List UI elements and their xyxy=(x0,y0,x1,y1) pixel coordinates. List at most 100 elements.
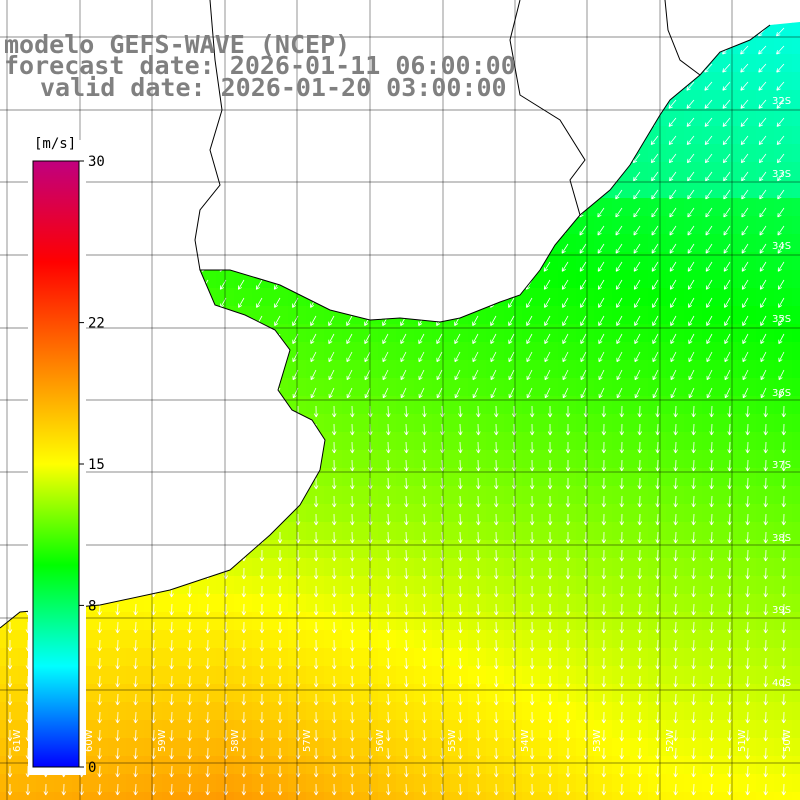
wind-arrow xyxy=(781,747,787,760)
wind-speed-cell xyxy=(774,666,793,685)
wind-arrow xyxy=(547,495,553,508)
wind-speed-cell xyxy=(306,612,325,631)
wind-speed-cell xyxy=(378,702,397,721)
wind-arrow xyxy=(687,189,695,200)
wind-arrow xyxy=(382,369,389,381)
wind-arrow xyxy=(494,441,499,454)
wind-speed-cell xyxy=(414,630,433,649)
wind-speed-cell xyxy=(684,738,703,757)
wind-speed-cell xyxy=(594,504,613,523)
wind-arrow xyxy=(349,747,355,760)
wind-speed-cell xyxy=(756,504,775,523)
wind-speed-cell xyxy=(162,792,181,800)
wind-speed-cell xyxy=(144,756,163,775)
wind-arrow xyxy=(781,477,787,490)
wind-speed-cell xyxy=(522,666,541,685)
wind-speed-cell xyxy=(738,702,757,721)
wind-arrow xyxy=(241,567,247,580)
wind-speed-cell xyxy=(180,792,199,800)
wind-speed-cell xyxy=(684,270,703,289)
wind-arrow xyxy=(777,243,785,254)
wind-arrow xyxy=(494,567,499,580)
wind-arrow xyxy=(691,747,696,760)
wind-speed-cell xyxy=(0,702,19,721)
wind-speed-cell xyxy=(702,468,721,487)
wind-arrow xyxy=(472,351,479,363)
wind-speed-cell xyxy=(486,684,505,703)
wind-arrow xyxy=(241,675,247,688)
wind-speed-cell xyxy=(594,684,613,703)
wind-arrow xyxy=(454,333,461,345)
wind-arrow xyxy=(386,459,391,472)
wind-arrow xyxy=(494,711,499,724)
wind-arrow xyxy=(745,585,750,598)
wind-arrow xyxy=(655,621,660,634)
wind-arrow xyxy=(331,567,337,580)
wind-speed-cell xyxy=(108,756,127,775)
wind-arrow xyxy=(669,171,677,182)
wind-arrow xyxy=(404,675,409,688)
wind-arrow xyxy=(386,675,391,688)
wind-arrow xyxy=(187,603,192,616)
wind-arrow xyxy=(598,315,605,326)
wind-speed-cell xyxy=(576,792,595,800)
wind-speed-cell xyxy=(702,684,721,703)
wind-speed-cell xyxy=(576,594,595,613)
wind-arrow xyxy=(422,747,427,760)
wind-speed-cell xyxy=(648,468,667,487)
wind-speed-cell xyxy=(756,252,775,271)
wind-arrow xyxy=(313,639,319,652)
wind-speed-cell xyxy=(432,342,451,361)
wind-speed-cell xyxy=(702,450,721,469)
wind-speed-cell xyxy=(522,594,541,613)
wind-speed-cell xyxy=(720,612,739,631)
wind-speed-cell xyxy=(378,792,397,800)
wind-arrow xyxy=(169,675,174,688)
wind-speed-cell xyxy=(702,216,721,235)
wind-arrow xyxy=(706,387,713,399)
wind-speed-cell xyxy=(324,468,343,487)
wind-speed-cell xyxy=(378,612,397,631)
wind-speed-cell xyxy=(414,612,433,631)
wind-speed-cell xyxy=(558,558,577,577)
wind-arrow xyxy=(386,441,391,454)
wind-speed-cell xyxy=(702,522,721,541)
wind-arrow xyxy=(763,459,768,472)
wind-speed-cell xyxy=(756,306,775,325)
wind-speed-cell xyxy=(702,252,721,271)
wind-arrow xyxy=(615,189,623,200)
wind-speed-cell xyxy=(540,684,559,703)
wind-speed-cell xyxy=(756,702,775,721)
wind-arrow xyxy=(686,153,695,164)
wind-arrow xyxy=(616,369,623,381)
wind-arrow xyxy=(133,693,138,706)
wind-arrow xyxy=(745,639,750,652)
wind-arrow xyxy=(655,495,660,508)
wind-speed-cell xyxy=(360,774,379,793)
wind-speed-cell xyxy=(504,774,523,793)
wind-arrow xyxy=(274,297,281,308)
wind-speed-cell xyxy=(630,774,649,793)
wind-speed-cell xyxy=(684,342,703,361)
wind-speed-cell xyxy=(612,576,631,595)
wind-arrow xyxy=(778,333,785,345)
wind-arrow xyxy=(776,153,785,164)
title-forecast-date: forecast date: 2026-01-11 06:00:00 xyxy=(4,51,516,80)
wind-speed-cell xyxy=(630,252,649,271)
wind-arrow xyxy=(364,369,371,381)
wind-arrow xyxy=(781,531,787,544)
wind-arrow xyxy=(616,333,623,345)
wind-arrow xyxy=(494,747,499,760)
wind-arrow xyxy=(404,657,409,670)
wind-arrow xyxy=(763,783,768,796)
wind-arrow xyxy=(655,657,660,670)
wind-arrow xyxy=(580,387,587,399)
wind-speed-cell xyxy=(324,666,343,685)
wind-speed-cell xyxy=(360,792,379,800)
wind-speed-cell xyxy=(738,432,757,451)
wind-arrow xyxy=(673,711,678,724)
wind-arrow xyxy=(349,711,355,724)
wind-arrow xyxy=(759,279,767,290)
wind-speed-cell xyxy=(576,270,595,289)
wind-speed-cell xyxy=(738,252,757,271)
